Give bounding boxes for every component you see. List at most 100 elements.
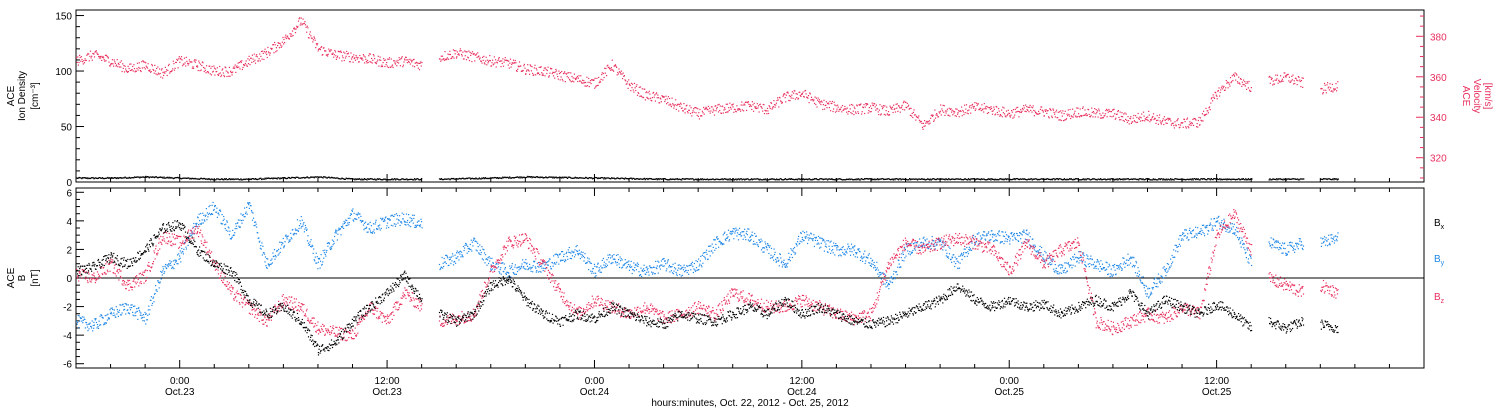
velocity-point [153,69,155,71]
by-point [225,223,227,225]
velocity-point [850,112,852,114]
by-point [602,257,604,260]
velocity-point [757,107,759,109]
by-point [627,261,629,263]
velocity-point [228,66,230,68]
ion-density-point [508,177,510,179]
ion-density-point [1039,178,1041,180]
velocity-point [492,64,494,66]
velocity-point [706,108,708,111]
ion-density-point [973,178,976,180]
by-point [286,238,288,240]
by-point [266,258,268,260]
by-point [775,261,777,263]
ion-density-point [684,178,686,180]
velocity-point [1300,80,1303,82]
ion-density-point [458,177,461,179]
velocity-point [1178,124,1180,126]
velocity-point [1194,118,1196,120]
ion-density-point [80,177,82,179]
velocity-point [760,106,763,108]
velocity-point [1182,126,1184,128]
ion-density-point [197,178,199,180]
by-point [756,242,758,244]
by-point [378,227,380,229]
by-point [304,228,306,230]
ion-density-point [733,179,735,181]
velocity-point [1126,121,1128,123]
by-point [744,236,746,238]
velocity-point [383,58,385,60]
velocity-point [750,104,752,106]
velocity-point [828,107,830,109]
by-point [120,314,123,316]
velocity-point [870,111,872,113]
velocity-point [1083,114,1085,117]
velocity-point [598,76,600,78]
velocity-point [890,106,892,109]
velocity-point [377,59,379,61]
by-point [641,275,643,277]
by-point [204,220,206,222]
top-right-tick-label: 320 [1430,154,1447,165]
ion-density-point [1077,178,1079,180]
velocity-point [346,50,348,52]
ion-density-point [1204,178,1206,180]
velocity-point [984,108,986,110]
velocity-point [766,107,769,109]
ion-density-point [908,179,910,181]
velocity-point [175,61,177,64]
velocity-point [196,65,198,67]
by-point [615,254,618,256]
ion-density-point [356,178,359,180]
by-point [126,309,128,312]
by-point [355,213,357,215]
by-point [616,264,618,266]
by-point [150,296,152,298]
velocity-point [755,106,757,108]
velocity-point [162,71,164,74]
by-point [577,250,579,252]
velocity-point [527,64,529,66]
velocity-point [401,56,403,58]
velocity-point [594,77,596,79]
velocity-point [545,67,547,69]
ion-density-point [454,178,456,180]
velocity-point [213,65,215,67]
velocity-point [1192,118,1194,120]
by-point [697,269,699,271]
velocity-point [395,60,397,62]
ion-density-point [78,176,80,179]
velocity-point [781,101,783,103]
ion-density-point [115,177,118,180]
velocity-point [879,104,881,106]
by-point [300,227,302,229]
velocity-point [1092,116,1094,118]
by-point [556,261,558,263]
velocity-point [535,67,537,69]
ion-density-point [667,179,670,181]
ion-density-point [851,178,853,180]
velocity-point [245,60,247,62]
velocity-point [757,105,760,107]
ion-density-point [789,178,792,180]
ion-density-point [1163,179,1166,181]
by-point [674,267,676,269]
velocity-point [870,105,872,107]
velocity-point [848,110,850,113]
ion-density-point [611,177,614,179]
velocity-point [252,58,254,60]
by-point [135,311,137,313]
ion-density-point [393,178,395,180]
ion-density-point [1182,178,1185,180]
by-point [381,219,383,221]
by-point [368,223,370,225]
velocity-point [391,65,393,67]
ion-density-point [1122,179,1124,181]
ion-density-point [1175,178,1177,180]
by-point [162,266,164,268]
ion-density-point [100,177,102,179]
velocity-point [861,111,863,113]
ion-density-point [114,177,117,179]
by-point [139,311,141,313]
